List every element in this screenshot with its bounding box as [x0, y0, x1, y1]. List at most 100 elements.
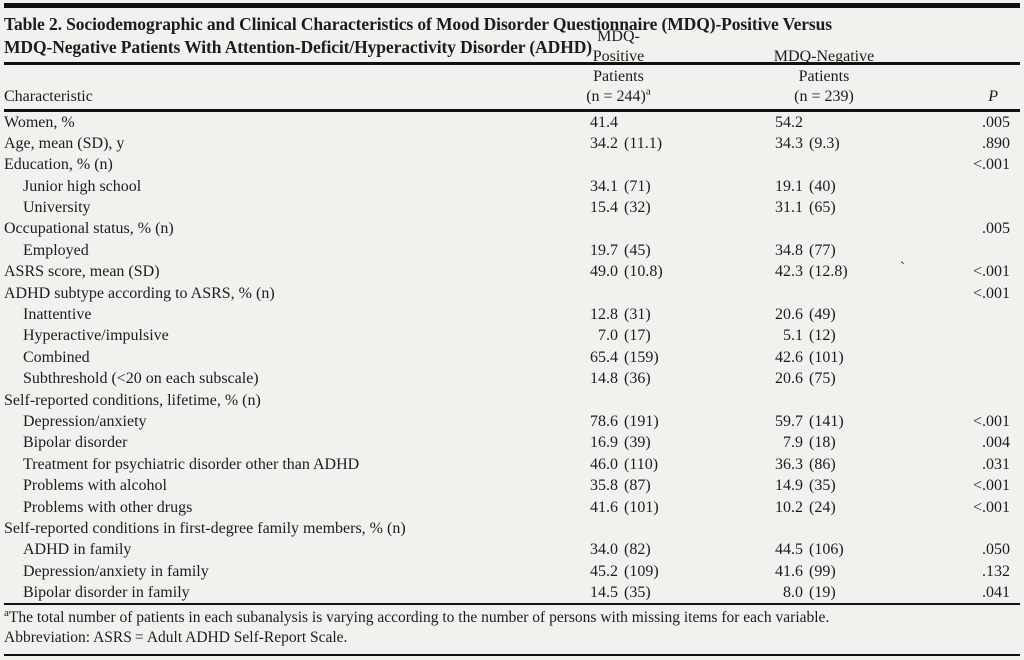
table-row: Inattentive 12.8 (31) 20.6 (49)	[4, 304, 1020, 325]
footnote-marker: a	[4, 606, 9, 619]
row-label: ADHD subtype according to ASRS, % (n)	[4, 284, 275, 302]
table-row: Problems with alcohol 35.8 (87) 14.9 (35) …	[4, 475, 1020, 496]
row-label: Bipolar disorder	[23, 434, 128, 452]
p-value	[941, 176, 1020, 197]
mdq-negative-value	[759, 283, 941, 304]
table-row: Problems with other drugs 41.6 (101) 10.2…	[4, 497, 1020, 518]
mdq-negative-number	[759, 154, 803, 175]
mdq-positive-value	[574, 390, 759, 411]
mdq-positive-number: 7.0	[598, 327, 618, 345]
column-header-p: P	[988, 88, 998, 105]
mdq-negative-value	[759, 154, 941, 175]
mdq-positive-count: (35)	[624, 584, 651, 602]
mdq-negative-number: 10.2	[775, 498, 803, 516]
mdq-negative-count: (35)	[809, 477, 836, 495]
row-label: Occupational status, % (n)	[4, 220, 174, 238]
p-value	[941, 518, 1020, 539]
mdq-negative-value	[759, 390, 941, 411]
table-title-line1: Table 2. Sociodemographic and Clinical C…	[4, 14, 832, 34]
mdq-negative-number: 59.7	[775, 412, 803, 430]
mdq-positive-number: 65.4	[590, 348, 618, 366]
mdq-positive-value: 41.6 (101)	[574, 497, 759, 518]
mdq-negative-value: 7.9 (18)	[759, 432, 941, 453]
mdq-negative-count: (75)	[809, 370, 836, 388]
mdq-positive-number: 45.2	[590, 562, 618, 580]
mdq-negative-value	[759, 518, 941, 539]
p-value: .005	[982, 220, 1010, 238]
mdq-positive-value: 19.7 (45)	[574, 240, 759, 261]
table-row: Bipolar disorder 16.9 (39) 7.9 (18) .004	[4, 432, 1020, 453]
mdq-negative-count: (86)	[809, 455, 836, 473]
mdq-negative-count: (65)	[809, 199, 836, 217]
mdq-negative-number: 44.5	[775, 541, 803, 559]
mdq-positive-number: 41.4	[590, 113, 618, 131]
mdq-positive-number	[574, 218, 618, 239]
p-value: .031	[982, 455, 1010, 473]
p-value: .890	[982, 134, 1010, 152]
table-title: Table 2. Sociodemographic and Clinical C…	[4, 8, 1020, 62]
mdq-negative-value: 59.7 (141)	[759, 411, 941, 432]
mdq-positive-number: 34.0	[590, 541, 618, 559]
bottom-rule	[4, 653, 1020, 657]
mdq-negative-value: 36.3 (86)	[759, 454, 941, 475]
mdq-positive-number: 34.1	[590, 177, 618, 195]
table-title-line2: MDQ-Negative Patients With Attention-Def…	[4, 36, 592, 57]
mdq-negative-count: (77)	[809, 241, 836, 259]
mdq-positive-count: (159)	[624, 348, 659, 366]
mdq-positive-value	[574, 283, 759, 304]
column-header-characteristic: Characteristic	[4, 88, 93, 105]
mdq-negative-number: 34.3	[775, 134, 803, 152]
p-value: <.001	[972, 156, 1010, 174]
row-label: Education, % (n)	[4, 156, 113, 174]
mdq-positive-count: (191)	[624, 412, 659, 430]
mdq-negative-number: 19.1	[775, 177, 803, 195]
mdq-negative-number: 20.6	[775, 306, 803, 324]
mdq-positive-value: 7.0 (17)	[574, 325, 759, 346]
mdq-negative-count: (18)	[809, 434, 836, 452]
mdq-positive-count: (82)	[624, 541, 651, 559]
column-header-mdq-negative: MDQ-Negative Patients (n = 239)	[759, 47, 941, 107]
mdq-negative-number: 34.8	[775, 241, 803, 259]
mdq-positive-header-line2: (n = 244)a	[586, 85, 651, 105]
mdq-negative-count: (24)	[809, 498, 836, 516]
mdq-positive-header-line1: MDQ-Positive Patients	[592, 28, 645, 85]
mdq-positive-number: 19.7	[590, 241, 618, 259]
table-row: ADHD subtype according to ASRS, % (n) <.…	[4, 283, 1020, 304]
mdq-negative-value: 19.1 (40)	[759, 176, 941, 197]
footnote-marker-superscript: a	[645, 85, 651, 98]
p-value: .041	[982, 584, 1010, 602]
row-label: Junior high school	[23, 177, 142, 195]
mdq-positive-number: 16.9	[590, 434, 618, 452]
mdq-positive-number: 35.8	[590, 477, 618, 495]
table-row: Treatment for psychiatric disorder other…	[4, 454, 1020, 475]
mdq-negative-value: 31.1 (65)	[759, 197, 941, 218]
mdq-positive-number	[574, 154, 618, 175]
mdq-positive-count: (17)	[624, 327, 651, 345]
table-row: ADHD in family 34.0 (82) 44.5 (106) .050	[4, 539, 1020, 560]
mdq-positive-count: (71)	[624, 177, 651, 195]
footnote-abbreviation: Abbreviation: ASRS = Adult ADHD Self-Rep…	[4, 628, 348, 646]
p-value	[941, 240, 1020, 261]
mdq-negative-value: 5.1 (12)	[759, 325, 941, 346]
mdq-negative-value: 54.2	[759, 112, 941, 133]
p-value	[941, 304, 1020, 325]
mdq-positive-value: 41.4	[574, 112, 759, 133]
mdq-negative-value: 42.3 (12.8)	[759, 261, 941, 282]
p-value	[941, 390, 1020, 411]
p-value: <.001	[972, 412, 1010, 430]
p-value: .132	[982, 562, 1010, 580]
mdq-negative-number: 20.6	[775, 370, 803, 388]
mdq-positive-count: (109)	[624, 562, 659, 580]
row-label: Women, %	[4, 113, 75, 131]
mdq-negative-count: (12)	[809, 327, 836, 345]
table-row: Depression/anxiety in family 45.2 (109) 4…	[4, 561, 1020, 582]
mdq-positive-count: (101)	[624, 498, 659, 516]
p-value: <.001	[972, 263, 1010, 281]
mdq-negative-value: 10.2 (24)	[759, 497, 941, 518]
title-divider-rule	[4, 62, 1020, 65]
mdq-negative-count: (106)	[809, 541, 844, 559]
mdq-negative-value: 20.6 (49)	[759, 304, 941, 325]
mdq-negative-count: (40)	[809, 177, 836, 195]
mdq-positive-number: 41.6	[590, 498, 618, 516]
